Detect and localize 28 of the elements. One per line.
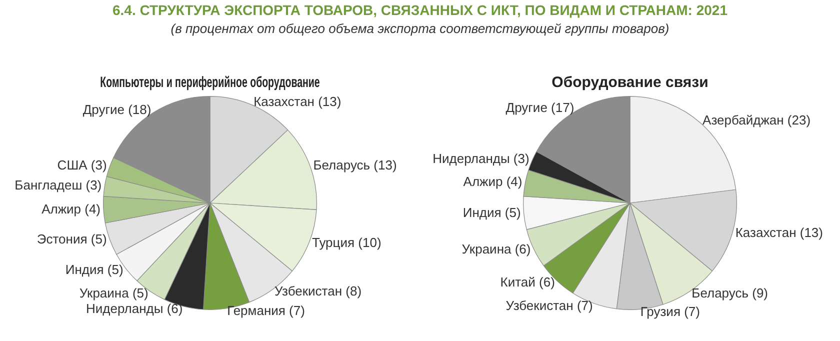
- slice-label: Нидерланды (6): [86, 300, 183, 316]
- slice-label: Беларусь (9): [692, 285, 768, 300]
- slice-label: Эстония (5): [36, 232, 107, 247]
- slice-label: Германия (7): [227, 302, 305, 318]
- chart-title: Оборудование связи: [552, 74, 708, 92]
- slice-label: Нидерланды (3): [432, 151, 530, 166]
- slice-label: Китай (6): [500, 274, 555, 290]
- slice-label: Украина (6): [462, 241, 531, 256]
- slice-label: Казахстан (13): [735, 225, 823, 240]
- slice-label: Беларусь (13): [313, 157, 397, 172]
- slice-label: Алжир (4): [463, 174, 522, 190]
- slice-label: Узбекистан (8): [274, 283, 362, 298]
- slice-label: США (3): [57, 157, 107, 172]
- chart-title: Компьютеры и периферийное оборудование: [100, 74, 320, 91]
- text: (в процентах от общего объема экспорта соответствующей группы товаров): [170, 21, 670, 36]
- slice-label: Узбекистан (7): [506, 298, 593, 313]
- text: 6.4. СТРУКТУРА ЭКСПОРТА ТОВАРОВ, СВЯЗАННЫХ С ИКТ, ПО ВИДАМ И СТРАНАМ: 2021: [111, 2, 728, 18]
- slice-label: Казахстан (13): [254, 94, 342, 109]
- slice-label: Бангладеш (3): [14, 177, 102, 192]
- slice-label: Другие (17): [506, 100, 574, 116]
- slice-label: Индия (5): [65, 262, 124, 277]
- slice-label: Турция (10): [312, 234, 382, 250]
- slice-label: Украина (5): [79, 285, 148, 300]
- slice-label: Индия (5): [462, 204, 521, 220]
- slice-label: Грузия (7): [640, 304, 700, 319]
- slice-label: Азербайджан (23): [702, 112, 811, 128]
- slice-label: Алжир (4): [42, 201, 101, 216]
- slice-label: Другие (18): [82, 102, 152, 117]
